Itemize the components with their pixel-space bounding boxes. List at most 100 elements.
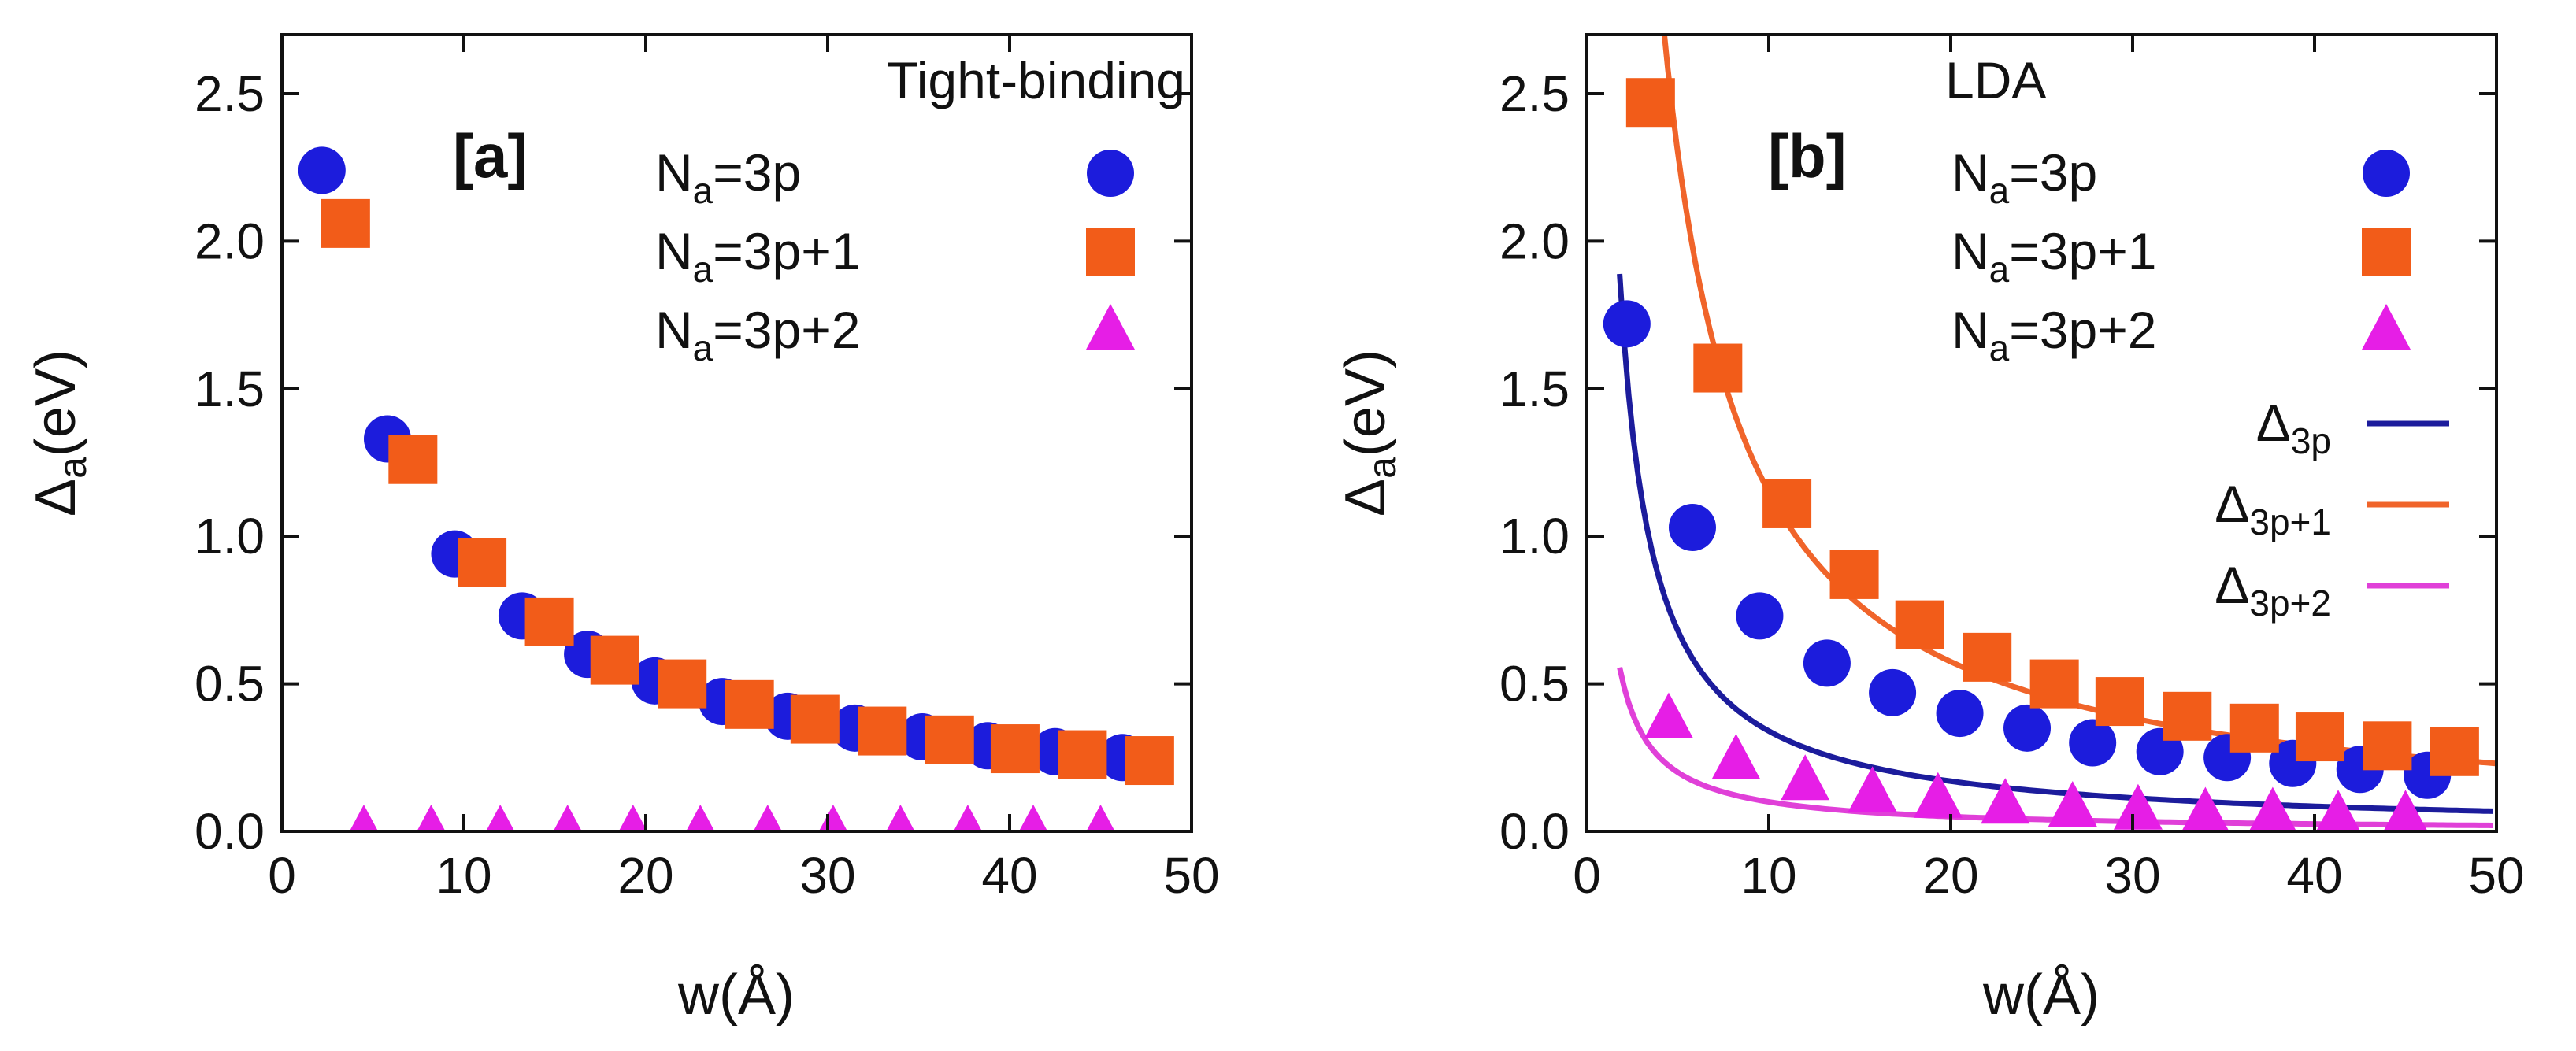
panel-a-triangle-point [553, 805, 582, 831]
panel-a-square-point [1058, 730, 1107, 779]
panel-b-triangle-point [1981, 778, 2030, 824]
panel-a-ylabel-sub: a [50, 457, 95, 479]
panel-a-square-point [925, 715, 974, 764]
panel-a-legend: Na=3p Na=3p+1 Na=3p+2 [655, 143, 1135, 368]
panel-a-square-point [658, 659, 707, 709]
panel-b-ylabel-main: Δ [1334, 479, 1397, 516]
panel-b-square-point [1963, 632, 2012, 682]
panel-b-square-point [1895, 600, 1944, 649]
panel-a-square-point [321, 198, 370, 248]
panel-a-title: Tight-binding [887, 51, 1185, 109]
panel-b-ytick-label: 2.5 [1499, 65, 1570, 122]
panel-b-triangle-point [1644, 692, 1693, 738]
panel-a-xtick-label: 30 [799, 847, 855, 904]
panel-a: 0 10 20 30 40 50 0.0 0.5 1.0 1.5 2.0 2.5 [a] Tight-… [24, 33, 1220, 1027]
panel-b-legend-label-circle: Na=3p [1951, 143, 2097, 211]
panel-a-square-point [990, 724, 1040, 774]
panel-a-triangle-point [686, 805, 715, 831]
panel-b-legend-triangle-icon [2362, 304, 2411, 350]
panel-a-circle-point [298, 146, 346, 194]
panel-b-square-point [1762, 479, 1812, 528]
panel-a-xlabel: w(Å) [677, 964, 795, 1027]
panel-a-triangle-point [1018, 805, 1048, 831]
panel-b-fit-legend-label-0: Δ3p [2256, 394, 2331, 461]
panel-b-ylabel: Δa(eV) [1334, 350, 1404, 516]
panel-b-xtick-label: 30 [2104, 847, 2160, 904]
panel-a-square-point [725, 679, 774, 729]
panel-b-legend-circle-icon [2363, 150, 2410, 197]
panel-b-triangle-point [1848, 766, 1897, 812]
panel-b-label: [b] [1768, 121, 1847, 191]
panel-b-marks [1603, 35, 2496, 831]
panel-b-title: LDA [1945, 51, 2046, 109]
panel-b-triangle-point [2383, 790, 2428, 831]
panel-b-ytick-label: 1.5 [1499, 361, 1570, 417]
panel-a-xtick-label: 10 [436, 847, 491, 904]
panel-b-ytick-label: 1.0 [1499, 508, 1570, 564]
panel-b-square-point [1693, 343, 1743, 393]
panel-a-triangle-point [417, 805, 446, 831]
panel-a-label: [a] [453, 121, 528, 191]
panel-a-xtick-label: 0 [268, 847, 296, 904]
panel-b-square-point [2163, 691, 2212, 741]
panel-a-xtick-label: 50 [1163, 847, 1219, 904]
panel-a-ytick-label: 0.5 [195, 656, 265, 712]
panel-a-triangle-point [1086, 805, 1115, 831]
panel-b-ytick-label: 2.0 [1499, 213, 1570, 269]
panel-a-ytick-label: 2.5 [195, 65, 265, 122]
panel-b-triangle-point [2113, 783, 2163, 830]
panel-a-square-point [858, 706, 907, 756]
panel-b-triangle-point [1781, 754, 1830, 801]
panel-b-triangle-point [2048, 781, 2097, 827]
panel-a-square-point [590, 635, 639, 685]
panel-b-circle-point [1736, 592, 1784, 640]
panel-a-ylabel-main: Δ [24, 479, 87, 516]
panel-a-square-point [388, 435, 438, 484]
panel-b-ticks: 0 10 20 30 40 50 0.0 0.5 1.0 1.5 2.0 2.5 [1499, 35, 2525, 904]
panel-a-ylabel-tail: (eV) [24, 350, 87, 457]
panel-a-square-point [790, 694, 840, 744]
panel-b-circle-point [1668, 503, 1716, 551]
panel-b-triangle-point [1913, 772, 1963, 818]
panel-b-xtick-label: 10 [1740, 847, 1796, 904]
panel-b-square-point [2363, 721, 2412, 771]
panel-b-square-point [2229, 703, 2279, 753]
panel-b-triangle-point [2248, 786, 2297, 831]
panel-b-square-point [2095, 677, 2144, 727]
panel-a-triangle-point [886, 805, 915, 831]
panel-b-circle-point [1603, 300, 1651, 348]
panel-a-xtick-label: 20 [617, 847, 673, 904]
panel-b-ylabel-tail: (eV) [1334, 350, 1397, 457]
panel-a-ytick-label: 2.0 [195, 213, 265, 269]
panel-b-square-point [1625, 78, 1675, 128]
panel-a-legend-label-circle: Na=3p [655, 143, 801, 211]
panel-a-ytick-label: 0.0 [195, 803, 265, 860]
panel-a-ytick-label: 1.5 [195, 361, 265, 417]
panel-a-triangle-point [486, 805, 515, 831]
panel-a-legend-label-triangle: Na=3p+2 [655, 301, 860, 368]
panel-b-legend-label-triangle: Na=3p+2 [1951, 301, 2156, 368]
panel-a-ticks: 0 10 20 30 40 50 0.0 0.5 1.0 1.5 2.0 2.5 [195, 35, 1220, 904]
panel-b-ytick-label: 0.5 [1499, 656, 1570, 712]
panel-b-legend-label-square: Na=3p+1 [1951, 222, 2156, 290]
panel-b-xtick-label: 20 [1922, 847, 1978, 904]
panel-a-square-point [524, 597, 574, 646]
panel-a-triangle-point [349, 805, 379, 831]
panel-b: 0 10 20 30 40 50 0.0 0.5 1.0 1.5 2.0 2.5 [b] LDA Na… [1334, 33, 2525, 1027]
panel-b-legend: Na=3p Na=3p+1 Na=3p+2 Δ3p Δ3p+1 Δ3p+2 [1951, 143, 2449, 624]
panel-b-ytick-label: 0.0 [1499, 803, 1570, 860]
panel-b-fit-legend-label-2: Δ3p+2 [2215, 556, 2331, 624]
panel-b-circle-point [2069, 719, 2117, 767]
panel-a-ylabel: Δa(eV) [24, 350, 95, 516]
panel-a-legend-square-icon [1086, 228, 1135, 276]
panel-a-triangle-point [953, 805, 983, 831]
panel-a-frame [280, 33, 1193, 833]
panel-b-circle-point [1803, 639, 1851, 687]
panel-a-legend-triangle-icon [1086, 304, 1135, 350]
panel-b-circle-point [2003, 704, 2052, 752]
panel-a-marks [298, 146, 1174, 831]
panel-a-legend-circle-icon [1087, 150, 1134, 197]
panel-b-circle-point [1936, 690, 1984, 738]
